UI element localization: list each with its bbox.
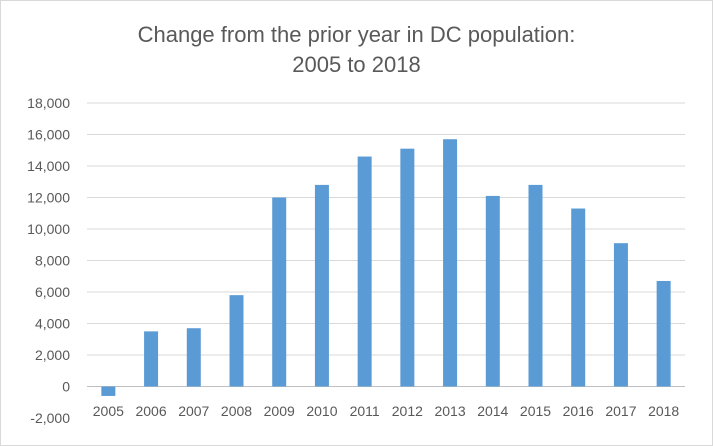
x-tick-label: 2017	[605, 403, 636, 419]
bar	[229, 295, 244, 387]
chart-title-line2: 2005 to 2018	[292, 52, 421, 77]
x-tick-label: 2015	[520, 403, 551, 419]
bar	[613, 243, 628, 387]
y-tick-label: 18,000	[27, 95, 70, 111]
chart-title-line1: Change from the prior year in DC populat…	[137, 22, 576, 47]
x-tick-label: 2009	[264, 403, 295, 419]
x-tick-label: 2006	[135, 403, 166, 419]
y-tick-label: 14,000	[27, 158, 70, 174]
x-tick-label: 2007	[178, 403, 209, 419]
y-tick-label: -2,000	[30, 410, 70, 426]
bar	[443, 139, 458, 387]
bar	[144, 331, 159, 387]
x-tick-label: 2013	[434, 403, 465, 419]
bar	[186, 328, 201, 387]
y-tick-label: 4,000	[35, 316, 70, 332]
x-tick-label: 2008	[221, 403, 252, 419]
bar	[528, 184, 543, 387]
chart-title: Change from the prior year in DC populat…	[0, 20, 713, 80]
bar	[272, 197, 287, 387]
y-tick-label: 16,000	[27, 127, 70, 143]
x-tick-label: 2011	[350, 403, 380, 419]
x-tick-label: 2014	[477, 403, 508, 419]
x-tick-label: 2018	[648, 403, 679, 419]
y-tick-label: 0	[62, 379, 70, 395]
bar	[101, 386, 116, 396]
x-tick-label: 2012	[392, 403, 423, 419]
y-tick-label: 10,000	[27, 221, 70, 237]
bar	[314, 184, 329, 387]
y-tick-label: 8,000	[35, 253, 70, 269]
bar	[571, 208, 586, 387]
x-tick-label: 2005	[93, 403, 124, 419]
bar	[485, 195, 500, 387]
y-tick-label: 12,000	[27, 190, 70, 206]
x-tick-label: 2010	[306, 403, 337, 419]
y-tick-label: 6,000	[35, 284, 70, 300]
bar	[656, 280, 671, 387]
bar	[400, 148, 415, 387]
y-tick-label: 2,000	[35, 347, 70, 363]
bar	[357, 156, 372, 387]
x-tick-label: 2016	[563, 403, 594, 419]
